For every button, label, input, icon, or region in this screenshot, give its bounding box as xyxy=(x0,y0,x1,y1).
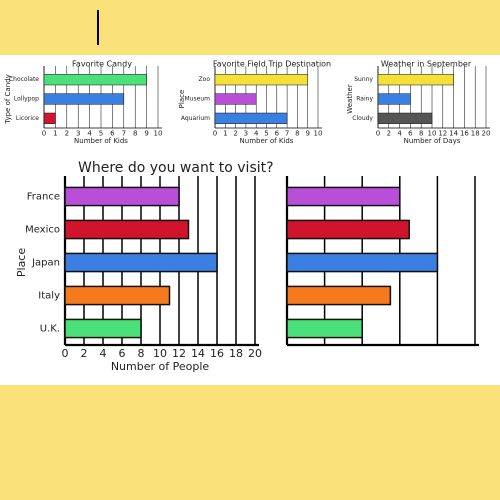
x-tick-label: 12 xyxy=(438,129,447,137)
bar xyxy=(377,74,454,86)
chart-title: Favorite Candy xyxy=(72,60,132,69)
x-axis-label: Number of People xyxy=(111,360,210,373)
x-tick-label: 4 xyxy=(397,129,402,137)
y-tick-label: Licorice xyxy=(16,115,39,122)
x-tick-label: 8 xyxy=(133,129,137,137)
x-tick-label: 4 xyxy=(254,129,259,137)
y-tick-label: U.K. xyxy=(40,324,60,335)
x-tick-label: 6 xyxy=(408,129,413,137)
x-tick-label: 7 xyxy=(285,129,289,137)
x-axis-label: Number of Days xyxy=(404,137,461,145)
bar xyxy=(64,186,180,207)
bar xyxy=(286,219,410,240)
x-tick-label: 2 xyxy=(233,129,237,137)
bar xyxy=(214,74,308,86)
x-tick-label: 0 xyxy=(62,347,69,360)
y-tick-label: Lollypop xyxy=(14,96,39,103)
x-tick-label: 2 xyxy=(387,129,391,137)
x-tick-label: 6 xyxy=(110,129,115,137)
y-tick-label: Cloudy xyxy=(352,115,373,122)
x-tick-label: 9 xyxy=(144,129,148,137)
bar xyxy=(286,252,439,273)
bar xyxy=(286,318,363,339)
bar xyxy=(377,93,411,105)
x-tick-label: 5 xyxy=(264,129,268,137)
x-tick-label: 1 xyxy=(53,129,57,137)
x-tick-label: 18 xyxy=(229,347,243,360)
bar xyxy=(64,285,171,306)
y-axis-label: Place xyxy=(178,90,186,109)
x-axis-label: Number of Kids xyxy=(240,137,294,145)
x-tick-label: 0 xyxy=(376,129,380,137)
bar xyxy=(286,186,401,207)
x-tick-label: 20 xyxy=(248,347,262,360)
y-tick-label: Museum xyxy=(185,96,211,103)
x-tick-label: 8 xyxy=(295,129,299,137)
chart-title: Favorite Field Trip Destination xyxy=(213,60,331,69)
bar xyxy=(43,93,125,105)
y-axis-label: Place xyxy=(15,248,28,277)
chart-title: Weather in September xyxy=(381,60,472,69)
x-tick-label: 0 xyxy=(42,129,46,137)
x-tick-label: 12 xyxy=(172,347,186,360)
bar xyxy=(377,112,433,124)
y-tick-label: Aquarium xyxy=(181,115,210,122)
bar xyxy=(64,252,218,273)
x-tick-label: 6 xyxy=(119,347,126,360)
x-tick-label: 10 xyxy=(153,347,167,360)
x-tick-label: 8 xyxy=(419,129,423,137)
x-tick-label: 18 xyxy=(471,129,480,137)
y-tick-label: Rainy xyxy=(356,96,373,103)
x-tick-label: 16 xyxy=(460,129,469,137)
y-tick-label: Italy xyxy=(38,291,60,302)
x-tick-label: 14 xyxy=(449,129,458,137)
bar xyxy=(64,219,190,240)
x-tick-label: 2 xyxy=(65,129,69,137)
bar xyxy=(214,93,257,105)
x-axis-label: Number of Kids xyxy=(74,137,128,145)
y-tick-label: Chocolate xyxy=(9,76,39,83)
x-tick-label: 16 xyxy=(210,347,224,360)
x-tick-label: 14 xyxy=(191,347,205,360)
y-tick-label: Zoo xyxy=(199,76,211,83)
y-axis-label: Weather xyxy=(346,84,354,114)
x-tick-label: 3 xyxy=(244,129,248,137)
x-tick-label: 10 xyxy=(428,129,437,137)
x-tick-label: 1 xyxy=(223,129,227,137)
bar xyxy=(43,112,56,124)
x-tick-label: 2 xyxy=(81,347,88,360)
bar xyxy=(286,285,392,306)
x-tick-label: 20 xyxy=(482,129,491,137)
x-tick-label: 4 xyxy=(87,129,92,137)
y-tick-label: Mexico xyxy=(25,225,60,236)
x-tick-label: 3 xyxy=(76,129,80,137)
y-axis-label: Type of Candy xyxy=(4,74,12,124)
y-tick-label: Sunny xyxy=(354,76,373,83)
x-tick-label: 4 xyxy=(100,347,107,360)
chart-title: Where do you want to visit? xyxy=(78,160,274,176)
bar xyxy=(43,74,147,86)
y-tick-label: Japan xyxy=(31,258,60,269)
x-tick-label: 0 xyxy=(213,129,217,137)
x-tick-label: 5 xyxy=(99,129,103,137)
x-tick-label: 7 xyxy=(122,129,126,137)
x-tick-label: 10 xyxy=(314,129,323,137)
x-tick-label: 10 xyxy=(154,129,163,137)
x-tick-label: 6 xyxy=(275,129,280,137)
x-tick-label: 8 xyxy=(138,347,145,360)
y-tick-label: France xyxy=(27,192,60,203)
x-tick-label: 9 xyxy=(305,129,309,137)
bar xyxy=(214,112,288,124)
bar xyxy=(64,318,142,339)
